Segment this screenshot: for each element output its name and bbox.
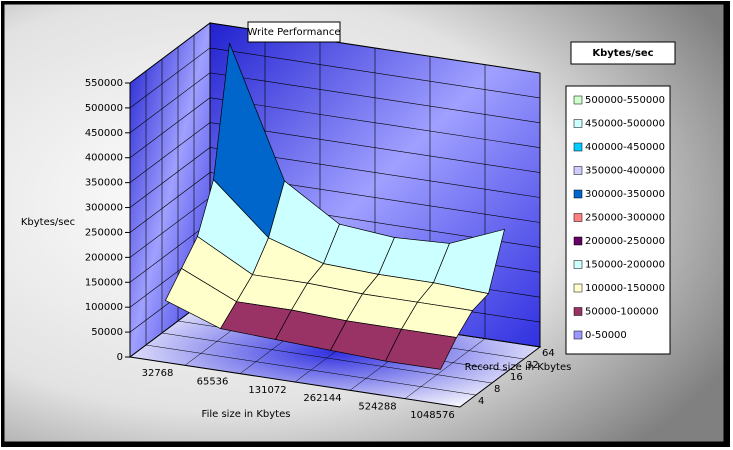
legend-swatch [573, 213, 583, 222]
chart-title: Write Performance [248, 27, 341, 38]
z-tick-label: 550000 [85, 78, 123, 89]
legend-label: 300000-350000 [585, 189, 665, 200]
floor-line [459, 346, 541, 408]
surface-cell [384, 328, 458, 370]
legend-swatch [573, 95, 583, 105]
z-axis-label: Kbytes/sec [21, 217, 75, 228]
z-tick-label: 500000 [85, 103, 123, 114]
legend-swatch [573, 260, 583, 269]
legend-label: 450000-500000 [585, 119, 665, 130]
legend-swatch [573, 330, 583, 340]
y-axis-label: Record size in Kbytes [465, 362, 572, 373]
z-tick-label: 450000 [85, 128, 123, 139]
x-tick-label: 65536 [197, 377, 229, 388]
legend-label: 50000-100000 [585, 307, 659, 318]
floor-line [145, 344, 477, 396]
z-tick-label: 0 [117, 352, 123, 363]
x-tick-label: 131072 [248, 385, 286, 396]
y-tick-label: 4 [478, 396, 484, 407]
floor-line [129, 356, 461, 408]
y-tick-label: 8 [494, 384, 500, 395]
x-tick-label: 524288 [358, 402, 396, 413]
legend-title: Kbytes/sec [592, 48, 653, 59]
y-tick-label: 32 [526, 360, 539, 371]
x-tick-label: 1048576 [410, 410, 455, 421]
legend-swatch [573, 189, 583, 199]
x-tick-label: 32768 [142, 368, 174, 379]
z-tick-label: 250000 [85, 227, 123, 238]
plot [125, 22, 542, 408]
z-tick-label: 50000 [91, 327, 123, 338]
legend-swatch [573, 283, 583, 293]
x-tick-label: 262144 [303, 393, 341, 404]
legend-label: 100000-150000 [585, 283, 665, 294]
z-tick-label: 350000 [85, 178, 123, 189]
legend-swatch [573, 142, 583, 152]
legend-label: 0-50000 [585, 330, 627, 341]
legend-label: 200000-250000 [585, 236, 665, 247]
legend [565, 85, 671, 355]
floor-line [161, 332, 493, 384]
legend-label: 350000-400000 [585, 166, 665, 177]
y-tick-label: 64 [542, 348, 555, 359]
legend-label: 150000-200000 [585, 260, 665, 271]
legend-swatch [573, 166, 583, 175]
z-tick-label: 100000 [85, 302, 123, 313]
title-box [247, 21, 341, 43]
legend-swatch [573, 307, 583, 316]
legend-label: 250000-300000 [585, 213, 665, 224]
floor-line [404, 338, 486, 399]
z-tick-label: 300000 [85, 203, 123, 214]
legend-swatch [573, 236, 583, 246]
legend-label: 500000-550000 [585, 95, 665, 106]
y-tick-label: 16 [510, 372, 523, 383]
legend-title-box [570, 41, 676, 65]
z-tick-label: 400000 [85, 153, 123, 164]
legend-label: 400000-450000 [585, 142, 665, 153]
z-tick-label: 200000 [85, 252, 123, 263]
legend-swatch [573, 119, 583, 128]
x-axis-label: File size in Kbytes [202, 409, 291, 420]
z-tick-label: 150000 [85, 277, 123, 288]
